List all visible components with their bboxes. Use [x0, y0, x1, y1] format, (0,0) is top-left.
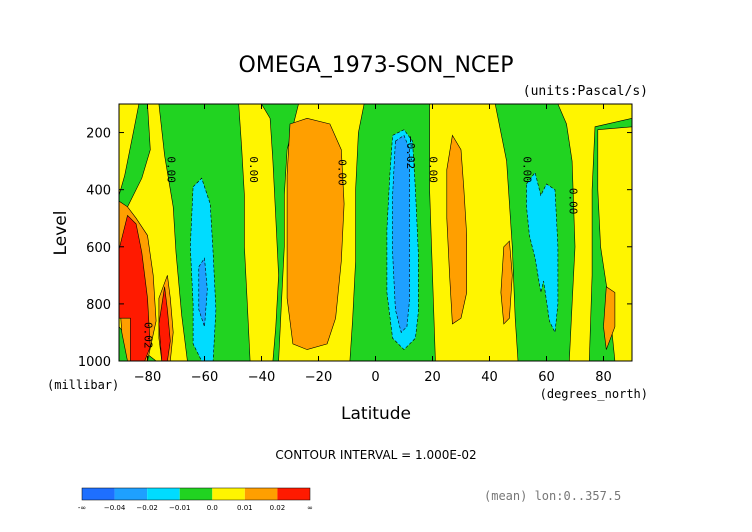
y-tick-label: 800	[86, 298, 111, 313]
colorbar-swatch	[114, 488, 148, 500]
contour-region-2-1	[158, 286, 171, 361]
colorbar-label: -∞	[78, 504, 86, 512]
colorbar-swatch	[277, 488, 310, 500]
contour-region-2-0	[119, 214, 151, 361]
x-tick-label: 60	[538, 370, 555, 385]
contour-region-3-2	[526, 171, 559, 334]
x-tick-label: −20	[305, 370, 332, 385]
colorbar-label: −0.02	[136, 504, 157, 512]
colorbar-label: ∞	[307, 504, 313, 512]
plot-area: 0.00 0.00 0.00 −0.02 0.00 0.00 0.00 0.00 0.02	[118, 103, 642, 362]
contour-region-4-0	[198, 257, 208, 327]
x-tick-label: 0	[371, 370, 379, 385]
y-tick-label: 600	[86, 241, 111, 256]
x-axis-label: Latitude	[341, 404, 411, 424]
contour-label-8: 0.02	[142, 322, 155, 349]
colorbar-swatch	[244, 488, 278, 500]
contour-region-0-5	[557, 104, 632, 361]
colorbar-label: 0.02	[270, 504, 286, 512]
units-label: (units:Pascal/s)	[523, 84, 648, 99]
colorbar: -∞ −0.04 −0.02 −0.01 0.0 0.01 0.02 ∞	[78, 487, 313, 512]
colorbar-label: −0.04	[104, 504, 126, 512]
x-tick-label: −80	[134, 370, 161, 385]
colorbar-swatch	[212, 488, 245, 500]
colorbar-label: 0.01	[237, 504, 253, 512]
contour-label-5: 0.00	[521, 156, 534, 183]
contour-label-4: 0.00	[427, 156, 440, 183]
x-tick-label: 20	[424, 370, 441, 385]
y-tick-label: 200	[86, 127, 111, 142]
y-tick-label: 400	[86, 184, 111, 199]
colorbar-swatch	[82, 488, 115, 500]
chart-title: OMEGA_1973-SON_NCEP	[239, 53, 514, 78]
y-axis-label: Level	[51, 211, 71, 256]
contour-region-1-5	[603, 286, 616, 350]
x-axis: −80 −60 −40 −20 0 20 40 60 80	[134, 104, 612, 385]
x-tick-label: −60	[191, 370, 218, 385]
contour-label-3: −0.02	[404, 136, 417, 169]
x-tick-label: 40	[481, 370, 498, 385]
y-tick-label: 1000	[78, 355, 111, 370]
contour-region-1-2	[286, 117, 345, 350]
contour-labels: 0.00 0.00 0.00 −0.02 0.00 0.00 0.00 0.00 0.02	[142, 136, 642, 349]
colorbar-swatch	[147, 488, 180, 500]
contour-region-0-0	[119, 104, 140, 196]
y-axis: 200 400 600 800 1000	[78, 127, 632, 370]
contour-region-1-3	[446, 134, 468, 325]
x-tick-label: −40	[248, 370, 275, 385]
contour-interval-note: CONTOUR INTERVAL = 1.000E-02	[275, 448, 476, 462]
contour-region-1-4	[500, 240, 513, 325]
colorbar-label: 0.0	[207, 504, 218, 512]
x-tick-label: 80	[595, 370, 612, 385]
footer-note: (mean) lon:0..357.5	[484, 489, 621, 503]
contour-label-7: 0.00	[629, 156, 642, 183]
contour-label-6: 0.00	[566, 188, 579, 215]
contour-label-0: 0.00	[164, 156, 177, 183]
y-axis-units: (millibar)	[47, 378, 119, 392]
contour-label-2: 0.00	[335, 159, 348, 186]
contour-label-1: 0.00	[247, 156, 260, 183]
contour-region-4-1	[392, 134, 411, 333]
colorbar-swatch	[179, 488, 213, 500]
colorbar-frame	[81, 487, 311, 501]
colorbar-label: −0.01	[169, 504, 190, 512]
contour-region-0-2	[238, 104, 279, 361]
x-axis-units: (degrees_north)	[540, 387, 648, 401]
contour-fields	[119, 104, 632, 361]
